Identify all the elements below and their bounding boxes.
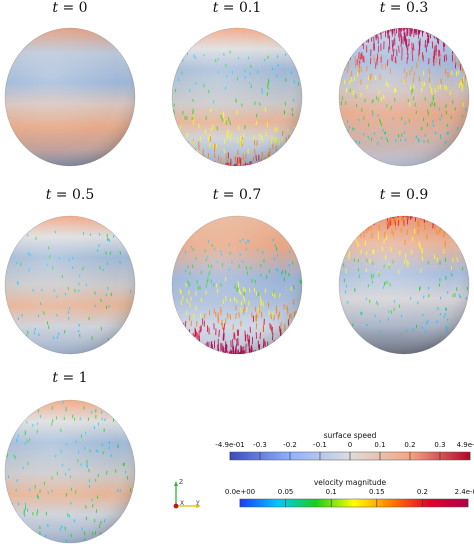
colorbar-tick-label: -0.3 (253, 441, 267, 449)
colorbar-tick-label: 0.15 (369, 488, 385, 496)
sphere-panel-3 (338, 27, 470, 167)
panel-title-1: t = 0 (52, 0, 88, 16)
sphere-panel-5 (171, 215, 303, 355)
sphere-panel-2 (171, 27, 303, 167)
colorbar-tick-label: 4.9e-01 (456, 441, 474, 449)
colorbar-tick-label: 0.2 (416, 488, 428, 496)
colorbar-tick-label: 0.1 (325, 488, 337, 496)
sphere-panel-1 (4, 27, 136, 167)
panel-title-4: t = 0.5 (45, 187, 95, 203)
axis-label-z: Z (179, 479, 184, 486)
colorbar-tick-label: 0.05 (277, 488, 294, 496)
sphere-panel-4 (4, 215, 136, 355)
colorbar-tick-label: 0 (347, 441, 353, 449)
panel-title-7: t = 1 (52, 370, 88, 386)
velocity-magnitude-title: velocity magnitude (313, 478, 387, 487)
colorbar-tick-label: 0.1 (374, 441, 386, 449)
colorbar-tick-label: -0.2 (283, 441, 297, 449)
surface-speed-title: surface speed (323, 431, 377, 440)
colorbar-tick-label: 0.2 (404, 441, 416, 449)
surface-speed-colorbar (229, 451, 471, 461)
colorbar-tick-label: -4.9e-01 (215, 441, 245, 449)
panel-title-2: t = 0.1 (212, 0, 262, 16)
orientation-axes-icon (173, 481, 201, 509)
colorbar-tick-label: 0.0e+00 (224, 488, 256, 496)
colorbar-tick-label: 2.4e-01 (454, 488, 474, 496)
sphere-panel-7 (4, 399, 136, 544)
colorbar-tick-label: -0.1 (313, 441, 327, 449)
velocity-magnitude-tick-labels: 0.0e+00 0.05 0.1 0.15 0.2 2.4e-01 (225, 488, 474, 498)
sphere-panel-6 (338, 215, 470, 355)
panel-title-5: t = 0.7 (212, 187, 262, 203)
velocity-magnitude-colorbar (239, 498, 469, 508)
axis-label-y: Y (196, 500, 200, 507)
axis-label-x: X (180, 500, 185, 507)
surface-speed-tick-labels: -4.9e-01 -0.3 -0.2 -0.1 0 0.1 0.2 0.3 4.9e-01 (215, 441, 474, 451)
panel-title-3: t = 0.3 (379, 0, 429, 16)
panel-title-6: t = 0.9 (379, 187, 429, 203)
colorbar-tick-label: 0.3 (434, 441, 446, 449)
